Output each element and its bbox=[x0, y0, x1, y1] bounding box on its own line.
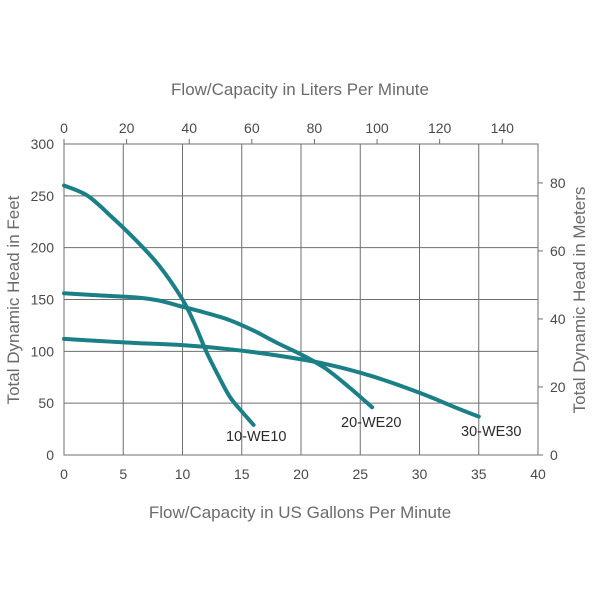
top-tick-label: 40 bbox=[181, 120, 197, 136]
right-axis: 0 20 40 60 80 bbox=[538, 175, 566, 463]
y-tick-label: 100 bbox=[31, 343, 55, 359]
top-tick-label: 100 bbox=[365, 120, 389, 136]
x-tick-label: 0 bbox=[60, 466, 68, 482]
right-tick-label: 60 bbox=[550, 243, 566, 259]
bottom-axis-title: Flow/Capacity in US Gallons Per Minute bbox=[149, 503, 451, 522]
left-axis: 0 50 100 150 200 250 300 bbox=[31, 136, 55, 463]
x-tick-label: 5 bbox=[119, 466, 127, 482]
top-tick-label: 20 bbox=[119, 120, 135, 136]
series-line-10-we10 bbox=[62, 183, 256, 427]
top-tick-label: 60 bbox=[244, 120, 260, 136]
top-tick-label: 140 bbox=[491, 120, 515, 136]
x-tick-label: 40 bbox=[530, 466, 546, 482]
series-lines bbox=[62, 183, 481, 427]
grid bbox=[64, 144, 538, 455]
top-axis-title: Flow/Capacity in Liters Per Minute bbox=[171, 80, 429, 99]
right-tick-label: 20 bbox=[550, 379, 566, 395]
y-tick-label: 250 bbox=[31, 188, 55, 204]
top-axis: 0 20 40 60 80 100 120 140 bbox=[60, 120, 514, 144]
y-tick-label: 200 bbox=[31, 240, 55, 256]
y-tick-label: 300 bbox=[31, 136, 55, 152]
right-axis-title: Total Dynamic Head in Meters bbox=[570, 187, 589, 414]
right-tick-label: 80 bbox=[550, 175, 566, 191]
x-tick-label: 35 bbox=[471, 466, 487, 482]
left-axis-title: Total Dynamic Head in Feet bbox=[4, 195, 23, 404]
x-tick-label: 25 bbox=[352, 466, 368, 482]
top-tick-label: 0 bbox=[60, 120, 68, 136]
series-label-30-we30: 30-WE30 bbox=[461, 424, 521, 440]
y-tick-label: 150 bbox=[31, 292, 55, 308]
plot-frame bbox=[63, 143, 539, 456]
top-tick-label: 80 bbox=[307, 120, 323, 136]
x-tick-label: 15 bbox=[234, 466, 250, 482]
top-tick-label: 120 bbox=[428, 120, 452, 136]
x-tick-label: 10 bbox=[175, 466, 191, 482]
y-tick-label: 0 bbox=[46, 447, 54, 463]
x-tick-label: 30 bbox=[412, 466, 428, 482]
series-label-20-we20: 20-WE20 bbox=[341, 415, 401, 431]
right-tick-label: 40 bbox=[550, 311, 566, 327]
series-line-20-we20 bbox=[62, 291, 375, 410]
series-label-10-we10: 10-WE10 bbox=[226, 429, 286, 445]
y-tick-label: 50 bbox=[38, 395, 54, 411]
bottom-axis: 0 5 10 15 20 25 30 35 40 bbox=[60, 466, 546, 482]
series-line-30-we30 bbox=[62, 336, 481, 419]
right-tick-label: 0 bbox=[550, 447, 558, 463]
x-tick-label: 20 bbox=[293, 466, 309, 482]
